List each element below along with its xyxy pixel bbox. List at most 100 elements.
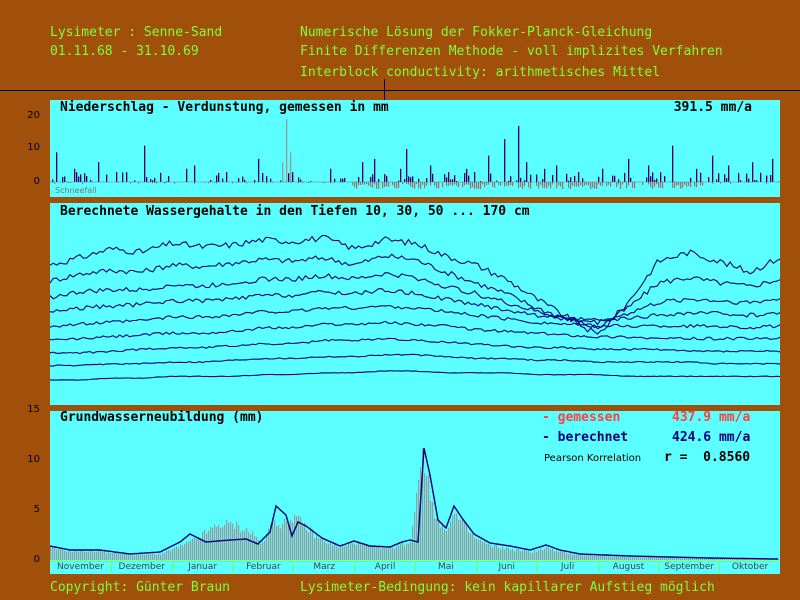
evap-bar bbox=[138, 182, 140, 184]
measured-bar bbox=[458, 519, 460, 560]
measured-bar bbox=[230, 522, 232, 560]
precip-bar bbox=[496, 180, 498, 182]
measured-bar bbox=[160, 554, 162, 560]
method-title: Numerische Lösung der Fokker-Planck-Glei… bbox=[300, 25, 653, 40]
evap-bar bbox=[488, 182, 490, 185]
precip-bar bbox=[398, 180, 400, 182]
measured-bar bbox=[298, 515, 300, 560]
evap-bar bbox=[452, 182, 454, 186]
evap-bar bbox=[720, 182, 722, 184]
precip-bar bbox=[474, 172, 476, 182]
measured-bar bbox=[116, 552, 118, 560]
measured-bar bbox=[304, 522, 306, 560]
precip-bar bbox=[618, 179, 620, 182]
evap-bar bbox=[394, 182, 396, 188]
precip-bar bbox=[598, 176, 600, 182]
precip-bar bbox=[412, 176, 414, 182]
measured-bar bbox=[440, 527, 442, 560]
evap-bar bbox=[622, 182, 624, 185]
legend-measured-value: 437.9 mm/a bbox=[672, 410, 751, 425]
evap-bar bbox=[518, 182, 520, 189]
evap-bar bbox=[558, 182, 560, 186]
evap-bar bbox=[540, 182, 542, 185]
measured-bar bbox=[524, 550, 526, 560]
water-content-line-70cm bbox=[50, 288, 780, 322]
measured-bar bbox=[132, 554, 134, 560]
measured-bar bbox=[664, 557, 666, 560]
measured-bar bbox=[546, 546, 548, 560]
evap-bar bbox=[54, 182, 56, 184]
measured-bar bbox=[670, 557, 672, 560]
evap-bar bbox=[600, 182, 602, 186]
measured-bar bbox=[674, 557, 676, 560]
measured-bar bbox=[176, 546, 178, 560]
evap-bar bbox=[398, 182, 400, 188]
measured-bar bbox=[778, 559, 780, 560]
precip-bar bbox=[510, 176, 512, 182]
month-label: September bbox=[658, 562, 719, 572]
measured-bar bbox=[74, 550, 76, 560]
evap-bar bbox=[542, 182, 544, 188]
precip-bar bbox=[612, 175, 614, 182]
evap-bar bbox=[598, 182, 600, 185]
evap-bar bbox=[642, 182, 644, 186]
evap-bar bbox=[508, 182, 510, 187]
measured-bar bbox=[270, 524, 272, 560]
measured-bar bbox=[612, 556, 614, 560]
measured-bar bbox=[404, 545, 406, 560]
measured-bar bbox=[350, 542, 352, 560]
measured-bar bbox=[240, 532, 242, 560]
recharge-chart bbox=[50, 447, 780, 560]
evap-bar bbox=[580, 182, 582, 186]
precip-bar bbox=[126, 172, 128, 182]
measured-bar bbox=[614, 556, 616, 560]
computed-line bbox=[50, 447, 778, 560]
evap-bar bbox=[634, 182, 636, 189]
measured-bar bbox=[634, 556, 636, 560]
measured-bar bbox=[60, 548, 62, 560]
measured-bar bbox=[124, 553, 126, 560]
measured-bar bbox=[560, 551, 562, 560]
precip-bar bbox=[456, 181, 458, 182]
recharge-title: Grundwasserneubildung (mm) bbox=[60, 410, 264, 425]
measured-bar bbox=[694, 558, 696, 560]
evap-bar bbox=[500, 182, 502, 186]
measured-bar bbox=[592, 556, 594, 560]
snow-bar bbox=[290, 152, 292, 182]
measured-bar bbox=[432, 501, 434, 560]
evap-bar bbox=[584, 182, 586, 186]
measured-bar bbox=[254, 536, 256, 560]
evap-bar bbox=[748, 182, 750, 184]
measured-bar bbox=[666, 557, 668, 560]
measured-bar bbox=[428, 474, 430, 560]
evap-bar bbox=[510, 182, 512, 186]
precip-bar bbox=[74, 168, 76, 182]
measured-bar bbox=[126, 553, 128, 560]
measured-bar bbox=[654, 557, 656, 560]
precip-bar bbox=[64, 176, 66, 182]
evap-bar bbox=[474, 182, 476, 189]
measured-bar bbox=[446, 530, 448, 560]
measured-bar bbox=[316, 534, 318, 560]
measured-bar bbox=[344, 545, 346, 560]
evap-bar bbox=[620, 182, 622, 190]
precip-bar bbox=[508, 180, 510, 182]
measured-bar bbox=[326, 543, 328, 560]
measured-bar bbox=[430, 500, 432, 560]
measured-bar bbox=[454, 513, 456, 560]
evap-bar bbox=[730, 182, 732, 184]
evap-bar bbox=[520, 182, 522, 188]
measured-bar bbox=[266, 534, 268, 560]
lysimeter-condition: Lysimeter-Bedingung: kein kapillarer Auf… bbox=[300, 580, 715, 595]
measured-bar bbox=[208, 530, 210, 560]
measured-bar bbox=[466, 524, 468, 560]
measured-bar bbox=[450, 521, 452, 560]
measured-bar bbox=[202, 531, 204, 560]
measured-bar bbox=[406, 543, 408, 560]
measured-bar bbox=[734, 558, 736, 560]
precip-bar bbox=[432, 173, 434, 182]
measured-bar bbox=[104, 550, 106, 560]
measured-bar bbox=[72, 552, 74, 560]
measured-bar bbox=[724, 558, 726, 560]
evap-bar bbox=[254, 182, 256, 184]
